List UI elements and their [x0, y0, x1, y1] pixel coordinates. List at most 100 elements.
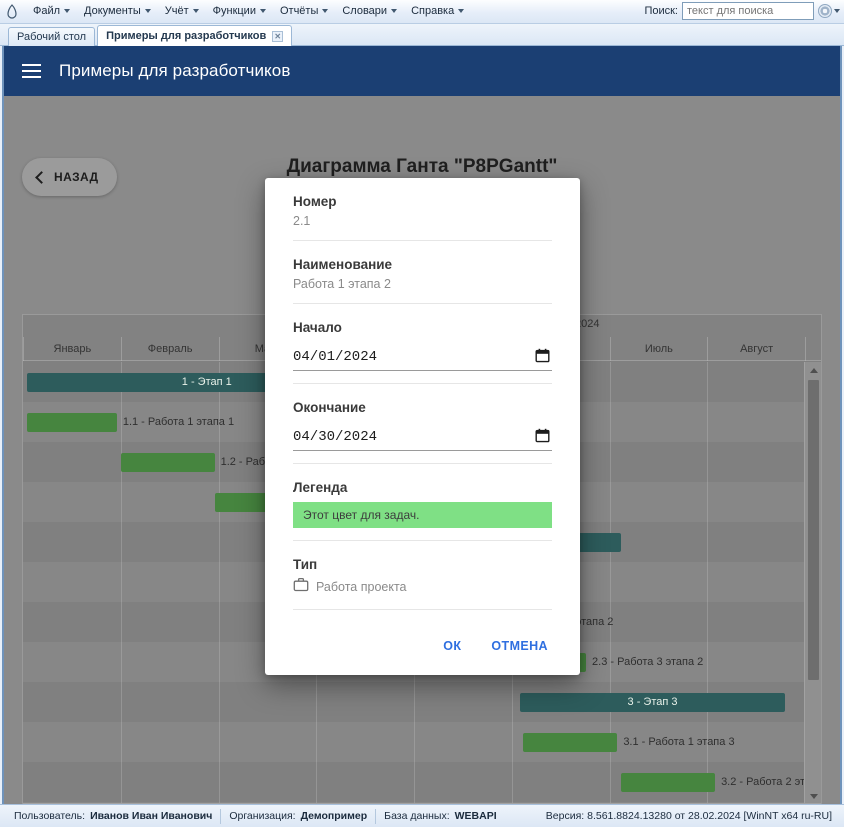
calendar-icon[interactable] — [535, 428, 550, 443]
gantt-bar-label: 3.1 - Работа 1 этапа 3 — [623, 735, 735, 748]
gantt-gridline — [609, 482, 611, 522]
search-input[interactable] — [682, 2, 814, 20]
gantt-gridline — [120, 722, 122, 762]
field-start-date: Начало — [293, 304, 552, 384]
gantt-gridline — [316, 722, 318, 762]
gantt-gridline — [707, 642, 709, 682]
menu-item-label: Документы — [84, 5, 141, 17]
gantt-gridline — [609, 562, 611, 602]
gantt-gridline — [218, 602, 220, 642]
field-label: Легенда — [293, 480, 348, 495]
field-label: Окончание — [293, 400, 366, 415]
menu-item-label: Учёт — [164, 5, 189, 17]
gantt-gridline — [120, 562, 122, 602]
search-label: Поиск: — [644, 5, 678, 17]
tab-strip: Рабочий стол Примеры для разработчиков ✕ — [0, 24, 844, 46]
gantt-row[interactable]: 3.2 - Работа 2 этапа 3 — [23, 762, 821, 802]
gantt-horizontal-scrollbar[interactable] — [23, 803, 821, 804]
gantt-month-label: Февраль — [120, 337, 219, 361]
menu-item-reports[interactable]: Отчёты — [273, 2, 335, 21]
task-details-dialog: Номер 2.1 Наименование Работа 1 этапа 2 … — [265, 178, 580, 675]
gantt-bar[interactable]: 3 - Этап 3 — [519, 692, 786, 712]
arrow-up-icon[interactable] — [810, 368, 818, 373]
field-label: Наименование — [293, 257, 393, 272]
gantt-gridline — [609, 442, 611, 482]
gantt-bar[interactable] — [26, 412, 117, 432]
gantt-gridline — [609, 642, 611, 682]
end-date-input[interactable] — [293, 428, 493, 445]
gantt-gridline — [707, 722, 709, 762]
menu-item-label: Отчёты — [279, 5, 319, 17]
dialog-actions: ОК ОТМЕНА — [293, 633, 552, 675]
status-database-label: База данных: — [384, 810, 450, 822]
gantt-gridline — [218, 722, 220, 762]
gantt-gridline — [218, 442, 220, 482]
menu-item-label: Функции — [212, 5, 256, 17]
menu-item-documents[interactable]: Документы — [77, 2, 158, 21]
gantt-gridline — [120, 482, 122, 522]
legend-text: Этот цвет для задач. — [303, 508, 420, 522]
gantt-gridline — [414, 722, 415, 762]
status-organization-label: Организация: — [229, 810, 296, 822]
gantt-bar[interactable] — [120, 452, 215, 472]
start-date-input-wrap[interactable] — [293, 343, 552, 371]
chevron-down-icon — [834, 9, 840, 13]
gantt-gridline — [707, 362, 709, 402]
menu-item-label: Словари — [342, 5, 388, 17]
cancel-button[interactable]: ОТМЕНА — [487, 633, 552, 659]
gantt-bar[interactable] — [621, 772, 716, 792]
divider — [375, 808, 377, 824]
gantt-bar-label: 1.1 - Работа 1 этапа 1 — [122, 415, 235, 428]
end-date-input-wrap[interactable] — [293, 423, 552, 451]
gantt-gridline — [120, 402, 122, 442]
arrow-down-icon[interactable] — [810, 794, 818, 799]
type-row: Работа проекта — [293, 577, 552, 597]
gantt-gridline — [218, 682, 220, 722]
status-organization-value: Демопример — [300, 810, 368, 822]
field-name: Наименование Работа 1 этапа 2 — [293, 241, 552, 304]
search-settings-button[interactable] — [818, 4, 840, 18]
gantt-gridline — [609, 402, 611, 442]
gantt-month-label: Август — [707, 337, 805, 361]
main-menu-bar: Файл Документы Учёт Функции Отчёты Слова… — [0, 0, 844, 24]
field-label: Номер — [293, 194, 337, 209]
menu-item-help[interactable]: Справка — [404, 2, 471, 21]
tab-desktop[interactable]: Рабочий стол — [8, 27, 96, 46]
gantt-bar-label: 2.3 - Работа 3 этапа 2 — [592, 655, 704, 668]
close-icon[interactable]: ✕ — [272, 30, 284, 42]
chevron-down-icon — [144, 9, 151, 13]
gantt-row[interactable]: 3.1 - Работа 1 этапа 3 — [23, 722, 806, 762]
gantt-bar-label: 3.2 - Работа 2 этапа 3 — [721, 775, 822, 788]
gantt-gridline — [120, 642, 122, 682]
menu-items: Файл Документы Учёт Функции Отчёты Слова… — [26, 2, 471, 21]
hamburger-icon[interactable] — [22, 64, 41, 78]
menu-item-accounting[interactable]: Учёт — [158, 2, 206, 21]
gantt-gridline — [120, 602, 122, 642]
menu-item-label: Файл — [33, 5, 61, 17]
field-value: Работа 1 этапа 2 — [293, 277, 391, 291]
gantt-gridline — [218, 562, 220, 602]
gantt-gridline — [120, 762, 122, 802]
scroll-thumb[interactable] — [808, 380, 819, 680]
ok-button[interactable]: ОК — [439, 633, 465, 659]
field-number: Номер 2.1 — [293, 178, 552, 241]
status-database: База данных: WEBAPI — [376, 808, 504, 825]
status-database-value: WEBAPI — [454, 810, 497, 822]
menu-item-file[interactable]: Файл — [26, 2, 77, 21]
gantt-month-label: Сен — [805, 337, 821, 361]
status-user-label: Пользователь: — [14, 810, 86, 822]
tab-developer-examples[interactable]: Примеры для разработчиков ✕ — [97, 25, 293, 46]
start-date-input[interactable] — [293, 348, 493, 365]
gantt-year-label: 2024 — [575, 318, 600, 330]
menu-item-functions[interactable]: Функции — [206, 2, 273, 21]
calendar-icon[interactable] — [535, 348, 550, 363]
gantt-gridline — [218, 642, 220, 682]
back-button[interactable]: НАЗАД — [22, 158, 117, 196]
gantt-bar[interactable] — [523, 732, 618, 752]
gantt-row[interactable]: 3 - Этап 3 — [23, 682, 806, 722]
menu-item-label: Справка — [411, 5, 455, 17]
gantt-vertical-scrollbar[interactable] — [804, 362, 821, 804]
gantt-gridline — [316, 682, 318, 722]
menu-item-dictionaries[interactable]: Словари — [335, 2, 404, 21]
